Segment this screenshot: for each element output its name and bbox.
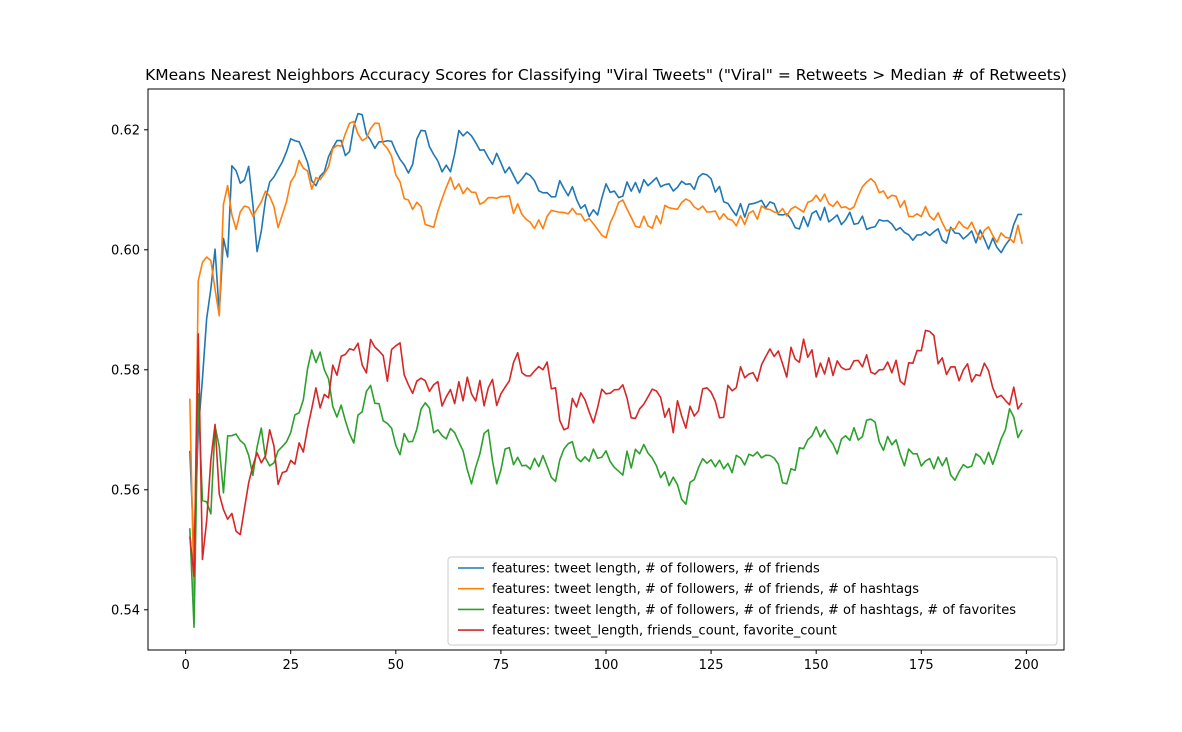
y-tick-label: 0.54 xyxy=(111,603,140,618)
x-tick-label: 175 xyxy=(909,658,934,673)
x-tick-label: 50 xyxy=(388,658,405,673)
legend-label: features: tweet length, # of followers, … xyxy=(492,562,820,577)
x-tick-label: 25 xyxy=(282,658,299,673)
legend-label: features: tweet_length, friends_count, f… xyxy=(492,624,837,639)
y-tick-label: 0.58 xyxy=(111,363,140,378)
x-tick-label: 100 xyxy=(594,658,619,673)
series-line-4 xyxy=(189,329,1023,577)
plot-area xyxy=(189,112,1023,628)
chart-title: KMeans Nearest Neighbors Accuracy Scores… xyxy=(145,66,1067,84)
y-tick-label: 0.62 xyxy=(111,123,140,138)
x-tick-label: 125 xyxy=(699,658,724,673)
legend-label: features: tweet length, # of followers, … xyxy=(492,582,919,597)
y-tick-label: 0.60 xyxy=(111,243,140,258)
y-tick-label: 0.56 xyxy=(111,483,140,498)
x-tick-label: 75 xyxy=(493,658,510,673)
legend-label: features: tweet length, # of followers, … xyxy=(492,603,1016,618)
legend: features: tweet length, # of followers, … xyxy=(447,556,1058,646)
legend-box xyxy=(447,556,1058,646)
axes: 0 25 50 75 100 125 150 175 200 0.54 0.56 0.58 0.60 0.… xyxy=(111,88,1065,673)
x-tick-label: 0 xyxy=(181,658,189,673)
series-line-3 xyxy=(189,349,1023,628)
x-tick-label: 200 xyxy=(1014,658,1039,673)
x-tick-label: 150 xyxy=(804,658,829,673)
series-line-1 xyxy=(189,112,1023,553)
series-line-2 xyxy=(189,120,1023,597)
